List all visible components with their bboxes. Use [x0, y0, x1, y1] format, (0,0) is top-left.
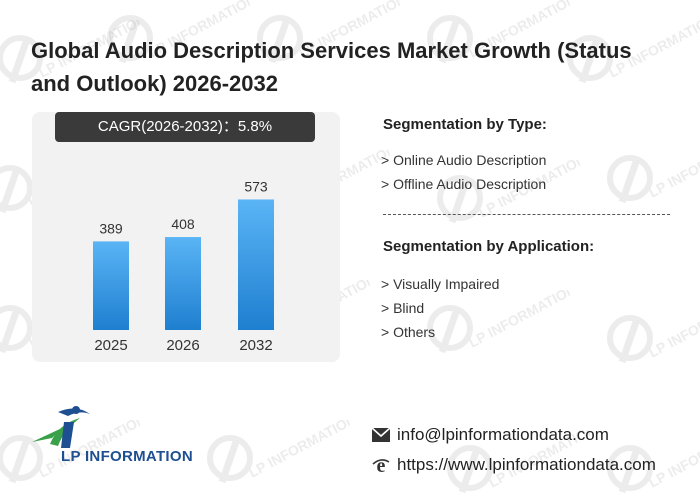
page-title: Global Audio Description Services Market…: [31, 38, 632, 96]
bar-chart: 389 2025 408 2026 573 2032: [93, 178, 274, 354]
contact-website[interactable]: https://www.lpinformationdata.com: [397, 455, 656, 474]
svg-text:e: e: [377, 455, 386, 475]
watermark-logo: LP INFORMATION: [200, 411, 359, 497]
envelope-icon: [371, 427, 391, 442]
watermark-logo: LP INFORMATION: [430, 151, 589, 240]
segmentation-type-heading: Segmentation by Type:: [383, 116, 547, 133]
svg-text:LP INFORMATION: LP INFORMATION: [466, 290, 570, 351]
type-item-online: > Online Audio Description: [381, 152, 547, 168]
bar-2026: [165, 237, 201, 330]
watermark-logo: LP INFORMATION: [420, 281, 579, 370]
application-item-visually-impaired: > Visually Impaired: [381, 276, 500, 292]
contact-email-row: info@lpinformationdata.com: [371, 423, 609, 447]
browser-e-icon: e: [372, 455, 390, 475]
logo-text: LP INFORMATION: [61, 448, 193, 465]
svg-text:LP INFORMATION: LP INFORMATION: [646, 300, 700, 361]
type-item-offline: > Offline Audio Description: [381, 176, 547, 192]
category-label-2025: 2025: [94, 337, 127, 354]
bar-2025: [93, 241, 129, 330]
application-item-blind: > Blind: [381, 300, 425, 316]
lp-information-logo: [32, 406, 90, 448]
watermark-logo: LP INFORMATION: [600, 291, 700, 380]
contact-email[interactable]: info@lpinformationdata.com: [397, 425, 609, 444]
watermark-logo: LP INFORMATION: [600, 131, 700, 220]
bar-2032: [238, 199, 274, 330]
category-label-2032: 2032: [239, 337, 272, 354]
cagr-badge: CAGR(2026-2032)：5.8%: [55, 112, 315, 142]
value-label-2025: 389: [99, 220, 123, 236]
value-label-2026: 408: [171, 216, 195, 232]
svg-text:LP INFORMATION: LP INFORMATION: [246, 420, 350, 481]
svg-text:LP INFORMATION: LP INFORMATION: [646, 140, 700, 201]
segmentation-application-heading: Segmentation by Application:: [383, 238, 595, 255]
application-item-others: > Others: [381, 324, 436, 340]
value-label-2032: 573: [244, 178, 268, 194]
section-divider: [383, 214, 670, 215]
contact-web-row: e https://www.lpinformationdata.com: [371, 453, 656, 477]
category-label-2026: 2026: [166, 337, 199, 354]
